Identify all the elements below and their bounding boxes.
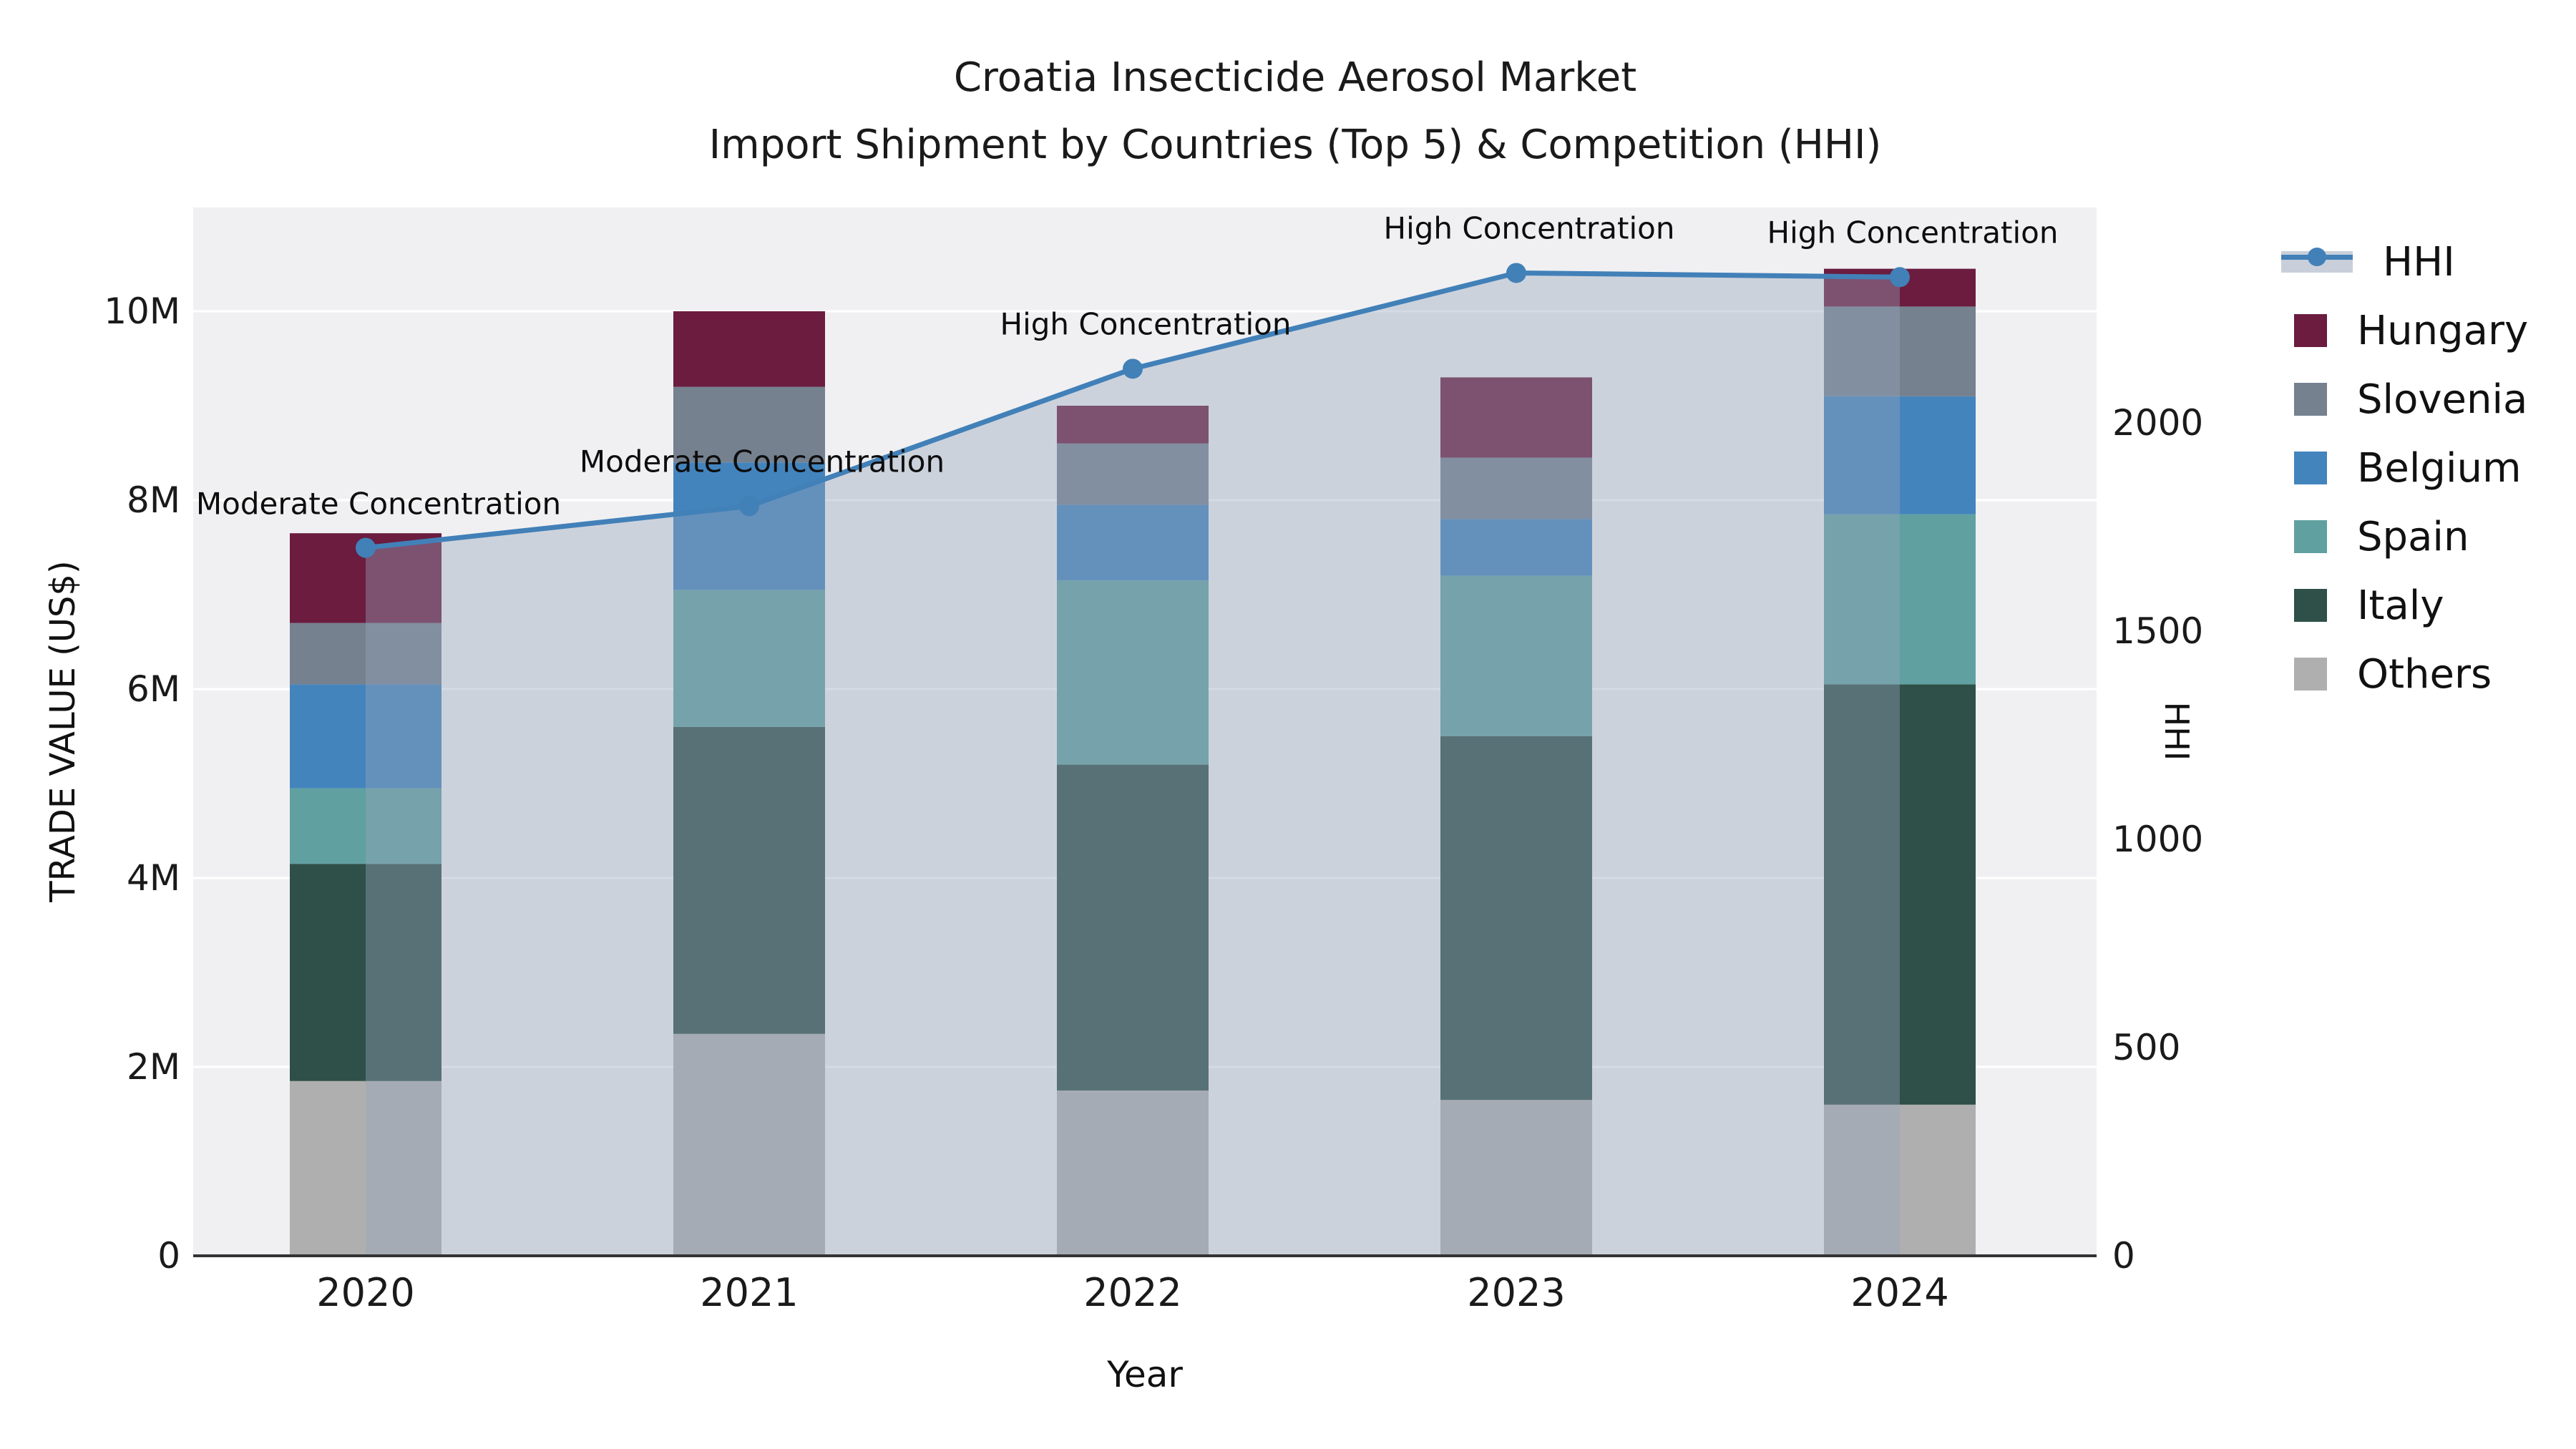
hhi-marker-2023 [1506, 263, 1526, 283]
annotation-2022: High Concentration [1000, 306, 1292, 342]
legend-hhi-line-icon [2281, 248, 2353, 273]
bar-segment-2023-slovenia [1440, 457, 1592, 519]
chart-title-line1: Croatia Insecticide Aerosol Market [953, 54, 1637, 101]
legend-swatch-belgium [2294, 452, 2327, 484]
bar-segment-2022-spain [1057, 580, 1209, 765]
legend-label-hungary: Hungary [2357, 307, 2529, 354]
bar-segment-2022-slovenia [1057, 443, 1209, 505]
bar-segment-2023-hungary [1440, 377, 1592, 458]
bar-segment-2024-others [1824, 1104, 1976, 1256]
y-left-tick-2M: 2M [127, 1046, 180, 1088]
legend-swatch-spain [2294, 520, 2327, 553]
x-tick-2020: 2020 [316, 1270, 415, 1315]
bar-segment-2023-italy [1440, 736, 1592, 1101]
y-axis-left-title: TRADE VALUE (US$) [43, 560, 83, 902]
legend-swatch-slovenia [2294, 383, 2327, 416]
hhi-marker-2024 [1890, 267, 1910, 288]
x-tick-2022: 2022 [1083, 1270, 1182, 1315]
legend-label-italy: Italy [2357, 582, 2444, 629]
legend-swatch-hungary [2294, 314, 2327, 347]
bar-segment-2022-belgium [1057, 504, 1209, 581]
bar-segment-2024-slovenia [1824, 306, 1976, 396]
annotation-2020: Moderate Concentration [195, 486, 562, 522]
x-tick-2023: 2023 [1467, 1270, 1566, 1315]
bar-segment-2021-slovenia [673, 386, 825, 463]
y-axis-right-title: HHI [2157, 701, 2196, 761]
legend-label-slovenia: Slovenia [2357, 376, 2528, 423]
legend-hhi-marker [2308, 248, 2326, 266]
y-left-tick-8M: 8M [127, 479, 180, 521]
hhi-marker-2021 [739, 496, 759, 517]
bar-segment-2024-italy [1824, 684, 1976, 1105]
bar-segment-2020-belgium [290, 684, 441, 789]
bar-segment-2020-slovenia [290, 623, 441, 685]
hhi-area-fill [366, 273, 1900, 1257]
legend-item-spain: Spain [2281, 502, 2528, 571]
bar-segment-2020-italy [290, 864, 441, 1081]
bar-segment-2020-spain [290, 788, 441, 864]
legend-item-slovenia: Slovenia [2281, 365, 2528, 434]
legend-label-belgium: Belgium [2357, 444, 2522, 492]
bar-segment-2020-others [290, 1080, 441, 1256]
annotation-2021: Moderate Concentration [579, 444, 945, 479]
bar-segment-2022-hungary [1057, 406, 1209, 444]
hhi-marker-2022 [1123, 358, 1143, 379]
bar-segment-2024-spain [1824, 514, 1976, 685]
legend: HHI Hungary Slovenia Belgium Spain Italy Other… [2281, 228, 2528, 708]
y-right-tick-0: 0 [2112, 1235, 2135, 1277]
hhi-marker-2020 [356, 537, 376, 558]
chart-title: Croatia Insecticide Aerosol Market Impor… [0, 44, 2576, 179]
bar-segment-2021-others [673, 1033, 825, 1256]
legend-item-belgium: Belgium [2281, 434, 2528, 502]
bar-segment-2021-belgium [673, 462, 825, 590]
legend-label-others: Others [2357, 650, 2492, 698]
y-left-tick-6M: 6M [127, 668, 180, 710]
bar-segment-2023-others [1440, 1100, 1592, 1256]
legend-item-hungary: Hungary [2281, 296, 2528, 365]
legend-swatch-others [2294, 658, 2327, 691]
y-right-tick-1500: 1500 [2112, 610, 2204, 652]
y-right-tick-1000: 1000 [2112, 819, 2204, 860]
annotation-2023: High Concentration [1383, 210, 1675, 246]
bar-segment-2023-spain [1440, 575, 1592, 736]
bar-segment-2021-spain [673, 590, 825, 727]
x-tick-2021: 2021 [700, 1270, 799, 1315]
legend-item-hhi: HHI [2281, 228, 2528, 296]
bar-segment-2022-italy [1057, 764, 1209, 1091]
x-axis-title: Year [1107, 1354, 1183, 1395]
legend-swatch-italy [2294, 589, 2327, 622]
bar-segment-2021-italy [673, 726, 825, 1034]
bar-segment-2021-hungary [673, 311, 825, 387]
y-left-tick-4M: 4M [127, 857, 180, 899]
chart-title-line2: Import Shipment by Countries (Top 5) & C… [708, 122, 1882, 168]
x-tick-2024: 2024 [1850, 1270, 1949, 1315]
y-left-tick-10M: 10M [104, 291, 180, 332]
bar-segment-2024-belgium [1824, 396, 1976, 514]
legend-label-spain: Spain [2357, 513, 2469, 560]
legend-item-others: Others [2281, 640, 2528, 708]
y-left-tick-0: 0 [157, 1235, 180, 1277]
y-right-tick-2000: 2000 [2112, 402, 2204, 444]
legend-label-hhi: HHI [2383, 238, 2455, 286]
y-right-tick-500: 500 [2112, 1027, 2181, 1068]
bar-segment-2023-belgium [1440, 519, 1592, 576]
legend-item-italy: Italy [2281, 571, 2528, 640]
annotation-2024: High Concentration [1767, 215, 2059, 250]
bar-segment-2022-others [1057, 1091, 1209, 1256]
